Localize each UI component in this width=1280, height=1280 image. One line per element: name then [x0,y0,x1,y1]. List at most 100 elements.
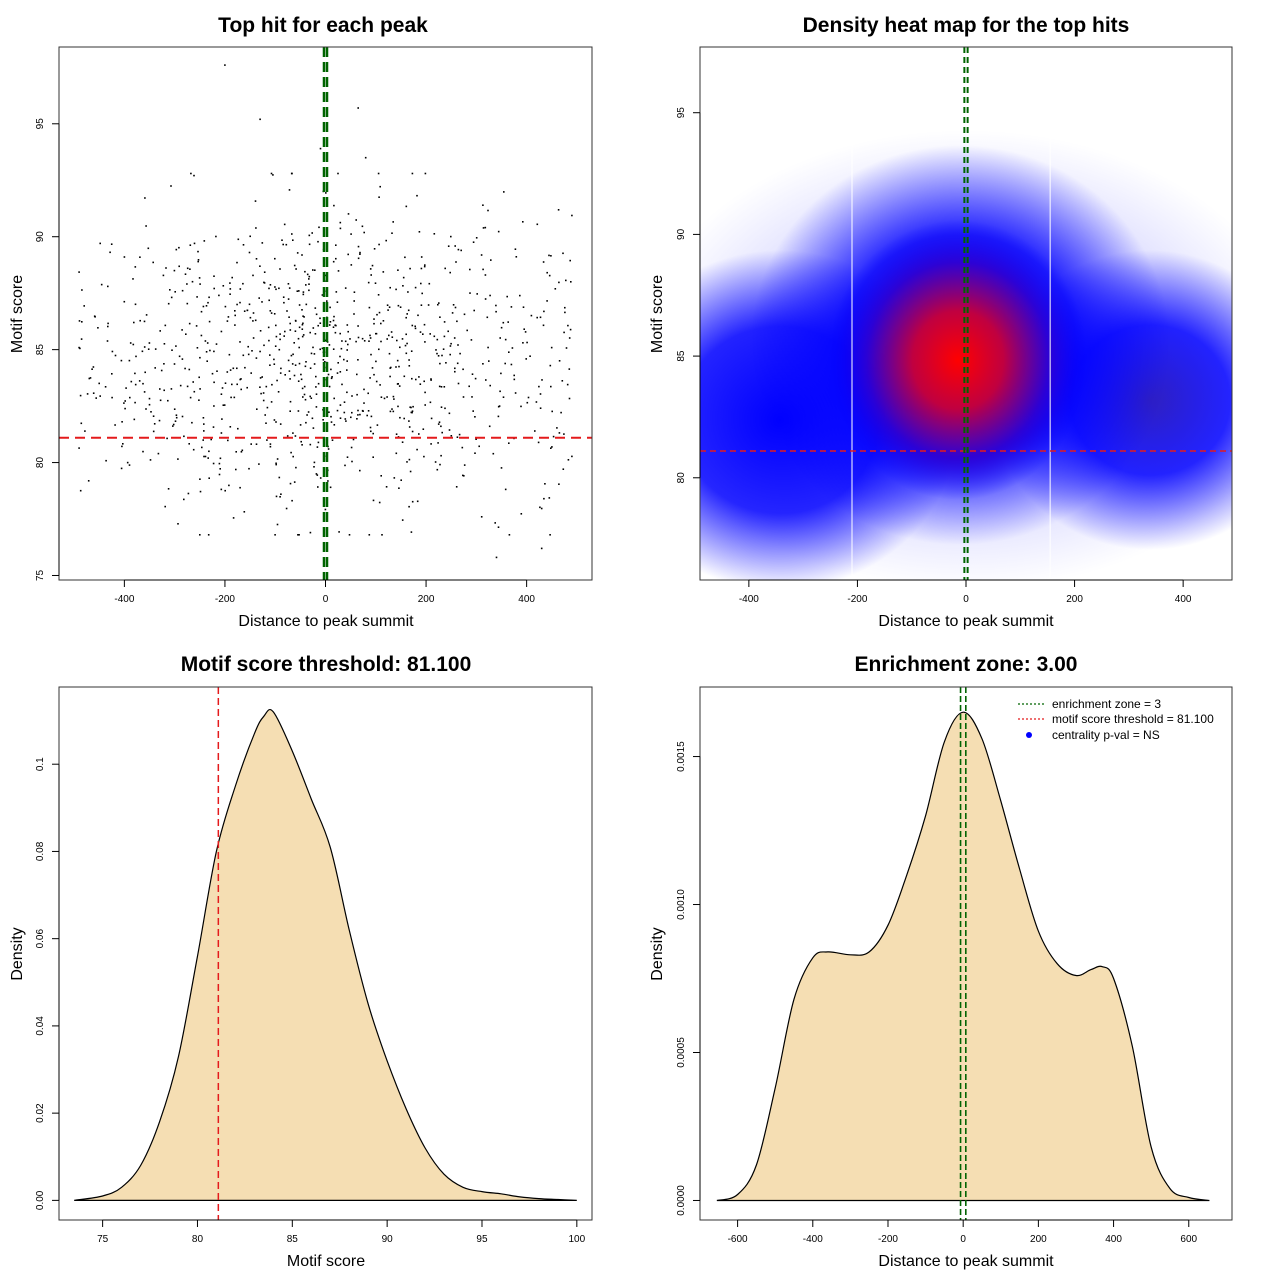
data-point [172,425,174,427]
data-point [92,392,95,394]
data-point [145,314,148,316]
data-point [147,348,150,350]
data-point [303,316,305,318]
data-point [548,497,551,499]
data-point [252,274,254,277]
data-point [473,309,475,312]
data-point [135,355,137,358]
data-point [250,443,252,445]
data-point [367,281,370,284]
data-point [327,373,330,376]
data-point [448,412,451,415]
data-point [264,414,266,416]
data-point [269,364,271,366]
data-point [198,376,200,379]
data-point [392,395,395,398]
data-point [295,268,297,270]
y-tick-label: 90 [35,231,46,243]
data-point [393,398,395,400]
data-point [474,452,476,454]
data-point [105,459,107,462]
data-point [355,340,357,343]
data-point [294,330,297,332]
data-point [84,430,86,432]
data-point [255,227,257,229]
data-point [443,321,446,323]
x-tick-label: 95 [476,1234,488,1245]
data-point [228,353,231,356]
data-point [283,335,285,337]
data-point [472,410,474,412]
data-point [524,331,527,333]
data-point [293,264,296,267]
data-point [302,293,305,296]
y-axis-label: Motif score [649,275,666,353]
chart-title: Motif score threshold: 81.100 [181,653,472,676]
data-point [200,310,203,313]
data-point [397,383,399,385]
data-point [232,517,235,519]
data-point [507,321,509,323]
data-point [213,350,215,353]
data-point [504,338,507,341]
y-tick-label: 85 [35,344,46,356]
data-point [177,523,179,525]
data-point [203,240,206,242]
data-point [391,408,393,410]
data-point [403,417,405,420]
data-point [353,291,356,293]
data-point [285,507,288,510]
data-point [249,235,251,238]
data-point [306,273,309,276]
data-point [311,232,313,234]
data-point [278,348,281,351]
data-point [197,250,199,253]
data-point [351,460,353,463]
data-point [456,320,458,323]
data-point [339,332,341,335]
data-point [429,333,431,335]
data-point [468,385,470,388]
data-point [332,260,335,263]
data-point [565,347,568,349]
data-point [280,493,282,495]
data-point [167,488,170,490]
data-point [207,301,209,304]
data-point [386,396,388,398]
data-point [255,258,258,260]
panel-heatmap: Density heat map for the top hits -400 -2… [649,14,1233,630]
data-point [153,423,156,425]
data-point [111,350,114,353]
data-point [449,345,452,347]
x-tick-label: 200 [1066,594,1083,605]
x-tick-label: -400 [739,594,759,605]
data-point [91,368,93,370]
data-point [268,287,270,290]
data-point [411,430,414,433]
data-point [430,417,433,420]
data-point [563,433,565,435]
data-point [266,406,269,409]
data-point [275,421,277,423]
data-point [294,435,297,437]
data-point [341,340,343,342]
y-tick-label: 0.04 [35,1016,46,1036]
data-point [482,227,485,229]
y-tick-label: 0.0010 [676,889,687,920]
data-point [551,446,553,448]
data-point [107,285,109,288]
data-point [152,430,155,433]
data-point [279,268,281,270]
data-point [550,385,552,388]
data-point [335,291,338,293]
data-point [389,410,392,413]
data-point [356,393,358,396]
data-point [262,392,265,394]
data-point [199,388,201,390]
data-point [286,435,289,437]
data-point [184,367,186,370]
data-point [236,261,238,264]
data-point [159,399,162,402]
data-point [213,381,215,384]
data-point [233,396,236,399]
